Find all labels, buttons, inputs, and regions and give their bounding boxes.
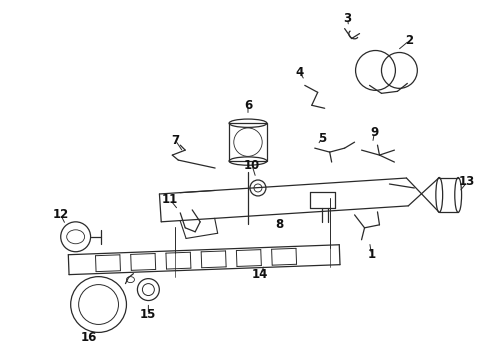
- Text: 9: 9: [370, 126, 379, 139]
- Text: 3: 3: [343, 12, 352, 25]
- Text: 4: 4: [295, 66, 304, 79]
- Text: 8: 8: [276, 218, 284, 231]
- Text: 5: 5: [318, 132, 326, 145]
- Text: 2: 2: [405, 34, 414, 47]
- Text: 14: 14: [252, 268, 268, 281]
- Text: 11: 11: [162, 193, 178, 206]
- Text: 10: 10: [244, 158, 260, 172]
- Text: 13: 13: [459, 175, 475, 189]
- Text: 6: 6: [244, 99, 252, 112]
- Bar: [229, 123, 267, 161]
- Text: 16: 16: [80, 331, 97, 344]
- Text: 1: 1: [368, 248, 375, 261]
- Text: 7: 7: [171, 134, 179, 147]
- Text: 15: 15: [140, 308, 157, 321]
- Text: 12: 12: [52, 208, 69, 221]
